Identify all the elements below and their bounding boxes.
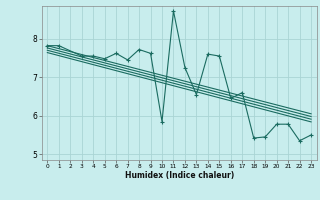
X-axis label: Humidex (Indice chaleur): Humidex (Indice chaleur)	[124, 171, 234, 180]
